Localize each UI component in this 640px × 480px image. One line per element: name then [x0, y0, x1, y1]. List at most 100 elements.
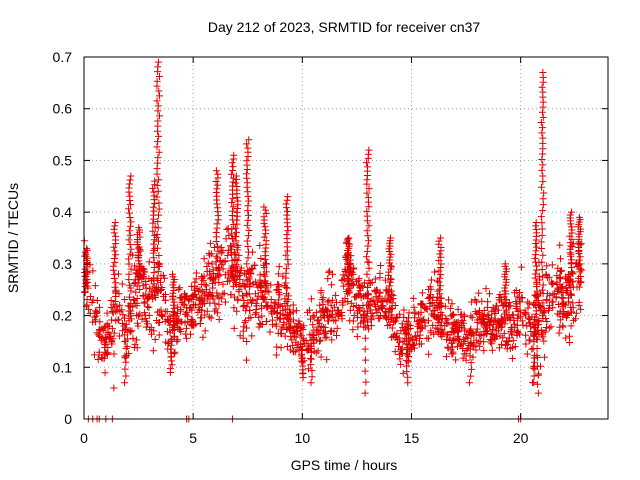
data-point	[466, 352, 474, 360]
y-tick-label: 0.7	[53, 49, 73, 65]
data-point	[533, 296, 541, 304]
data-point	[501, 341, 509, 349]
data-point	[316, 337, 324, 345]
data-point	[247, 296, 255, 304]
data-point	[216, 271, 224, 279]
data-point	[256, 276, 264, 284]
data-point	[436, 274, 444, 282]
data-point	[227, 245, 235, 253]
data-point	[513, 293, 521, 301]
data-point	[478, 297, 486, 305]
data-point	[533, 262, 541, 270]
data-point	[139, 282, 147, 290]
data-point	[232, 233, 240, 241]
data-point	[495, 344, 503, 352]
data-point	[282, 200, 290, 208]
x-tick-label: 10	[295, 430, 311, 446]
data-point	[531, 358, 539, 366]
data-point	[556, 307, 564, 315]
data-point	[130, 295, 138, 303]
data-point	[557, 275, 565, 283]
data-point	[102, 340, 110, 348]
data-point	[86, 292, 94, 300]
data-point	[331, 303, 339, 311]
data-point	[241, 318, 249, 326]
data-point	[535, 272, 543, 280]
data-point	[235, 286, 243, 294]
data-point	[155, 308, 163, 316]
data-point	[467, 365, 475, 373]
data-point	[371, 275, 379, 283]
data-point	[244, 202, 252, 210]
data-point	[286, 346, 294, 354]
data-point	[495, 294, 503, 302]
data-point	[256, 319, 264, 327]
data-point	[437, 271, 445, 279]
data-point	[243, 140, 251, 148]
data-point	[203, 307, 211, 315]
data-point	[309, 312, 317, 320]
data-point	[136, 260, 144, 268]
data-point	[136, 310, 144, 318]
data-point	[125, 205, 133, 213]
data-point	[153, 97, 161, 105]
data-point	[167, 341, 175, 349]
data-point	[524, 304, 532, 312]
data-point	[127, 300, 135, 308]
data-point	[155, 87, 163, 95]
data-point	[539, 251, 547, 259]
data-point	[155, 148, 163, 156]
data-point	[539, 329, 547, 337]
data-point	[388, 313, 396, 321]
data-point	[307, 355, 315, 363]
data-point	[261, 278, 269, 286]
data-point	[562, 301, 570, 309]
data-point	[523, 350, 531, 358]
data-point	[517, 263, 525, 271]
data-point	[349, 281, 357, 289]
data-point	[243, 170, 251, 178]
data-point	[169, 326, 177, 334]
data-point	[360, 307, 368, 315]
data-point	[140, 299, 148, 307]
data-point	[169, 301, 177, 309]
data-point	[528, 345, 536, 353]
data-point	[116, 308, 124, 316]
data-point	[206, 251, 214, 259]
data-point	[110, 225, 118, 233]
data-point	[155, 176, 163, 184]
data-point	[228, 207, 236, 215]
y-tick-label: 0.6	[53, 101, 73, 117]
data-point	[270, 307, 278, 315]
data-point	[480, 347, 488, 355]
data-point	[321, 305, 329, 313]
data-point	[538, 286, 546, 294]
data-point	[167, 357, 175, 365]
data-point	[213, 192, 221, 200]
data-point	[282, 251, 290, 259]
data-point	[530, 372, 538, 380]
data-point	[108, 338, 116, 346]
data-point	[308, 373, 316, 381]
data-point	[538, 231, 546, 239]
data-point	[361, 345, 369, 353]
data-point	[525, 336, 533, 344]
data-point	[308, 367, 316, 375]
data-point	[403, 368, 411, 376]
data-point	[458, 321, 466, 329]
data-point	[198, 281, 206, 289]
data-point	[169, 308, 177, 316]
data-point	[379, 302, 387, 310]
data-point	[262, 259, 270, 267]
data-point	[304, 347, 312, 355]
data-point	[192, 291, 200, 299]
data-point	[537, 118, 545, 126]
data-point	[366, 302, 374, 310]
data-point	[243, 221, 251, 229]
data-point	[146, 285, 154, 293]
data-point	[183, 334, 191, 342]
data-point	[215, 300, 223, 308]
data-point	[149, 295, 157, 303]
data-point	[371, 300, 379, 308]
data-point	[364, 291, 372, 299]
